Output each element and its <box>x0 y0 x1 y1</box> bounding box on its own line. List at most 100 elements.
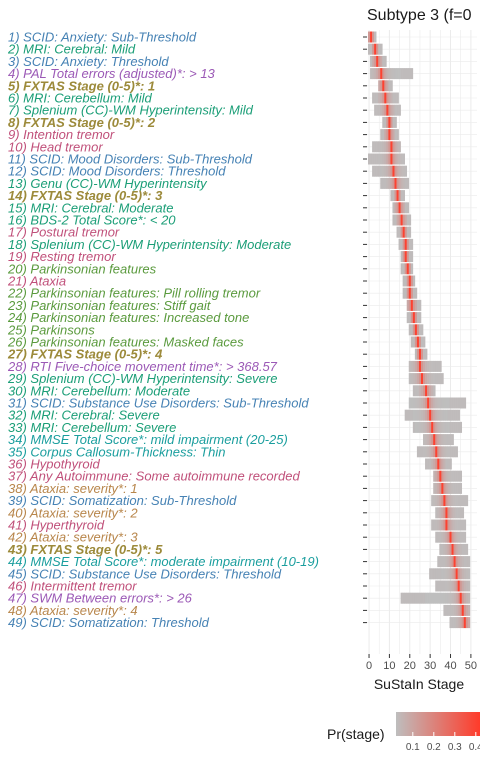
heatmap-cell <box>423 336 426 348</box>
heatmap-cell <box>414 299 418 311</box>
heatmap-cell <box>443 568 446 580</box>
heatmap-cell <box>368 31 371 43</box>
heatmap-cell <box>461 556 465 568</box>
heatmap-cell <box>382 153 385 165</box>
heatmap-cell <box>449 556 452 568</box>
heatmap-cell <box>427 434 430 446</box>
heatmap-cell <box>418 421 422 433</box>
heatmap-cell <box>427 373 430 385</box>
heatmap-cell <box>414 385 418 397</box>
heatmap-cell <box>408 397 412 409</box>
heatmap-cell <box>392 68 395 80</box>
heatmap-cell <box>449 397 452 409</box>
heatmap-cell <box>451 543 454 555</box>
heatmap-cell <box>394 141 397 153</box>
heatmap-cell <box>406 275 410 287</box>
heatmap-cell <box>425 434 428 446</box>
heatmap-cell <box>384 116 387 128</box>
heatmap-cell <box>437 421 440 433</box>
heatmap-cell <box>435 360 438 372</box>
heatmap-cell <box>455 470 458 482</box>
heatmap-cell <box>435 421 438 433</box>
heatmap-cell <box>396 141 399 153</box>
heatmap-cell <box>386 104 389 116</box>
heatmap-cell <box>368 43 371 55</box>
heatmap-cell <box>445 531 448 543</box>
heatmap-cell <box>412 324 416 336</box>
heatmap-cell <box>386 165 389 177</box>
heatmap-cell <box>439 470 442 482</box>
heatmap-cell <box>420 409 424 421</box>
heatmap-cell <box>398 190 401 202</box>
heatmap-cell <box>370 55 373 67</box>
y-tick-label: 36) Hypothyroid <box>8 457 101 472</box>
heatmap-cell <box>406 226 410 238</box>
heatmap-cell <box>408 592 412 604</box>
heatmap-cell <box>408 263 412 275</box>
heatmap-cell <box>423 360 426 372</box>
heatmap-cell <box>451 519 454 531</box>
heatmap-cell <box>374 153 377 165</box>
heatmap-cell <box>418 397 422 409</box>
legend-tick-label: 0.3 <box>448 742 462 753</box>
heatmap-cell <box>439 397 442 409</box>
heatmap-cell <box>451 482 454 494</box>
heatmap-cell <box>463 592 467 604</box>
heatmap-cell <box>461 568 465 580</box>
heatmap-cell <box>416 373 420 385</box>
heatmap-cell <box>402 165 405 177</box>
heatmap-cell <box>435 470 438 482</box>
heatmap-cell <box>443 543 446 555</box>
heatmap-cell <box>384 177 387 189</box>
heatmap-cell <box>439 580 442 592</box>
heatmap-cell <box>388 92 391 104</box>
y-tick-label: 8) FXTAS Stage (0-5)*: 2 <box>8 115 156 130</box>
y-tick-label: 35) Corpus Callosum-Thickness: Thin <box>8 444 225 459</box>
heatmap-cell <box>394 177 397 189</box>
heatmap-cell <box>382 116 385 128</box>
heatmap-cell <box>443 446 446 458</box>
heatmap-cell <box>412 360 416 372</box>
heatmap-cell <box>443 458 446 470</box>
heatmap-cell <box>445 397 448 409</box>
heatmap-cell <box>374 141 377 153</box>
heatmap-cell <box>455 507 458 519</box>
heatmap-cell <box>420 397 424 409</box>
heatmap-cell <box>394 129 397 141</box>
heatmap-cell <box>388 104 391 116</box>
y-tick-label: 14) FXTAS Stage (0-5)*: 3 <box>8 188 163 203</box>
heatmap-cell <box>433 409 436 421</box>
heatmap-cell <box>453 519 456 531</box>
heatmap-cell <box>380 165 383 177</box>
heatmap-cell <box>449 568 452 580</box>
heatmap-cell <box>449 434 452 446</box>
heatmap-cell <box>398 165 401 177</box>
x-tick-label: 0 <box>366 660 372 672</box>
heatmap-cell <box>378 165 381 177</box>
heatmap-cell <box>423 409 426 421</box>
heatmap-cell <box>416 397 420 409</box>
heatmap-cell <box>437 592 440 604</box>
heatmap-cell <box>435 568 438 580</box>
heatmap-cell <box>467 568 471 580</box>
heatmap-cell <box>406 287 410 299</box>
heatmap-cell <box>457 556 460 568</box>
y-tick-label: 33) MRI: Cerebellum: Severe <box>8 420 176 435</box>
heatmap-cell <box>447 470 450 482</box>
heatmap-cell <box>416 348 420 360</box>
heatmap-cell <box>420 348 424 360</box>
heatmap-cell <box>378 68 381 80</box>
heatmap-cell <box>425 373 428 385</box>
heatmap-cell <box>400 177 403 189</box>
heatmap-cell <box>425 360 428 372</box>
heatmap-cell <box>455 409 458 421</box>
heatmap-cell <box>465 592 469 604</box>
heatmap-cell <box>390 68 393 80</box>
heatmap-cell <box>447 543 450 555</box>
heatmap-cell <box>400 238 403 250</box>
heatmap-cell <box>437 434 440 446</box>
heatmap-cell <box>418 385 422 397</box>
heatmap-cell <box>380 43 383 55</box>
heatmap-cell <box>423 434 426 446</box>
